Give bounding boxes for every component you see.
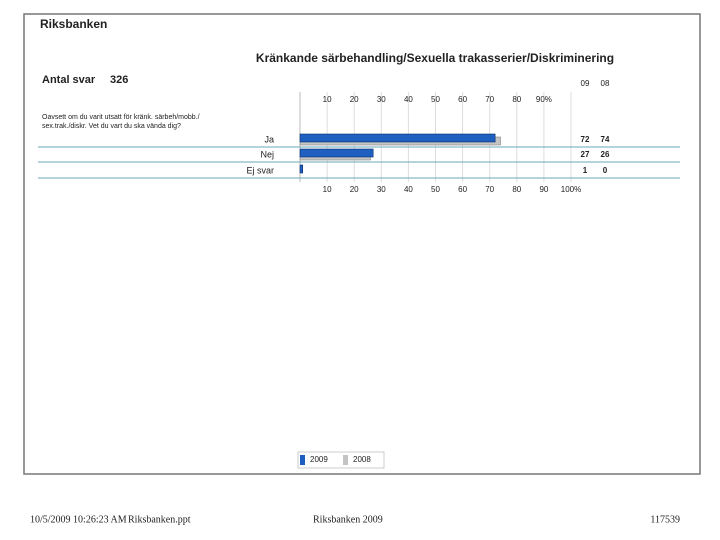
value-label: 26	[601, 150, 610, 159]
legend-label: 2009	[310, 455, 328, 464]
x-tick-label: 90	[539, 185, 548, 194]
x-tick-label: 70	[485, 185, 494, 194]
bar	[299, 148, 374, 158]
value-label: 27	[581, 150, 590, 159]
x-tick-label: 30	[377, 185, 386, 194]
x-tick-label: 80	[512, 185, 521, 194]
category-label: Ej svar	[246, 165, 274, 175]
column-header: 08	[601, 79, 610, 88]
legend-box	[297, 451, 385, 469]
value-label: 1	[583, 166, 588, 175]
x-tick-label-top: 20	[350, 95, 359, 104]
x-tick-label: 50	[431, 185, 440, 194]
x-tick-label: 20	[350, 185, 359, 194]
legend-swatch	[343, 455, 348, 465]
responses: 326	[110, 74, 128, 86]
legend-swatch	[300, 455, 305, 465]
x-tick-label-top: 10	[323, 95, 332, 104]
x-tick-label: 60	[458, 185, 467, 194]
question: Oavsett om du varit utsatt för kränk. sä…	[42, 114, 200, 121]
footer-number: 117539	[650, 514, 680, 525]
responses-label: Antal svar	[42, 74, 96, 86]
x-tick-label-top: 60	[458, 95, 467, 104]
x-tick-label: 10	[323, 185, 332, 194]
slide-title: Riksbanken	[40, 17, 107, 31]
x-tick-label-top: 80	[512, 95, 521, 104]
value-label: 72	[581, 135, 590, 144]
x-tick-label-top: 50	[431, 95, 440, 104]
question: sex.trak./diskr. Vet du vart du ska vänd…	[42, 123, 181, 130]
chart-title: Kränkande särbehandling/Sexuella trakass…	[256, 51, 614, 65]
category-label: Ja	[264, 134, 274, 144]
footer-timestamp: 10/5/2009 10:26:23 AM	[30, 514, 127, 525]
bar	[299, 133, 496, 143]
x-tick-label-top: 30	[377, 95, 386, 104]
slide-frame	[23, 13, 701, 475]
legend-label: 2008	[353, 455, 371, 464]
footer-file: Riksbanken.ppt	[128, 514, 191, 525]
category-label: Nej	[260, 149, 274, 159]
x-tick-label-top: 70	[485, 95, 494, 104]
value-label: 74	[601, 135, 610, 144]
x-tick-label: 100%	[561, 185, 581, 194]
column-header: 09	[581, 79, 590, 88]
x-tick-label: 40	[404, 185, 413, 194]
bar	[299, 164, 304, 174]
footer-center: Riksbanken 2009	[313, 514, 383, 525]
x-tick-label-top: 40	[404, 95, 413, 104]
x-tick-label-top: 90%	[536, 95, 552, 104]
value-label: 0	[603, 166, 608, 175]
